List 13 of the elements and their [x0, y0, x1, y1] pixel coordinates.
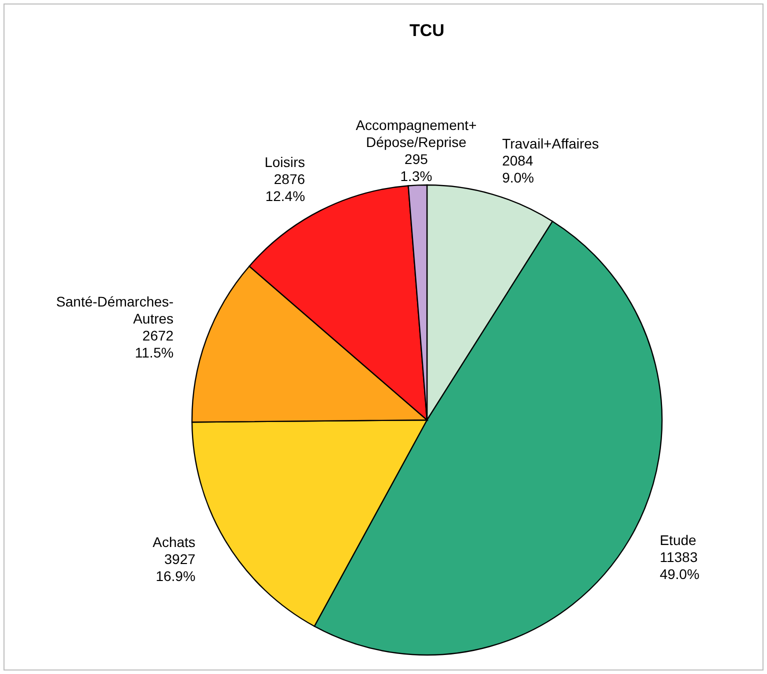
slice-label: Loisirs: [264, 154, 306, 170]
slice-label: Travail+Affaires: [502, 136, 599, 152]
data-label: 2672 11.5%: [134, 327, 174, 360]
data-label: 3927 16.9%: [156, 550, 196, 584]
slice-label: Santé-Démarches- Autres: [56, 293, 174, 326]
data-label: 11383 49.0%: [660, 548, 700, 582]
data-label: 295 1.3%: [400, 150, 432, 184]
data-label: 2084 9.0%: [502, 152, 534, 186]
chart-title: TCU: [410, 21, 444, 40]
slice-label: Achats: [152, 534, 196, 550]
slice-label: Accompagnement+ Dépose/Reprise: [356, 116, 477, 150]
data-label: 2876 12.4%: [265, 171, 306, 204]
slice-label: Etude: [660, 532, 697, 548]
